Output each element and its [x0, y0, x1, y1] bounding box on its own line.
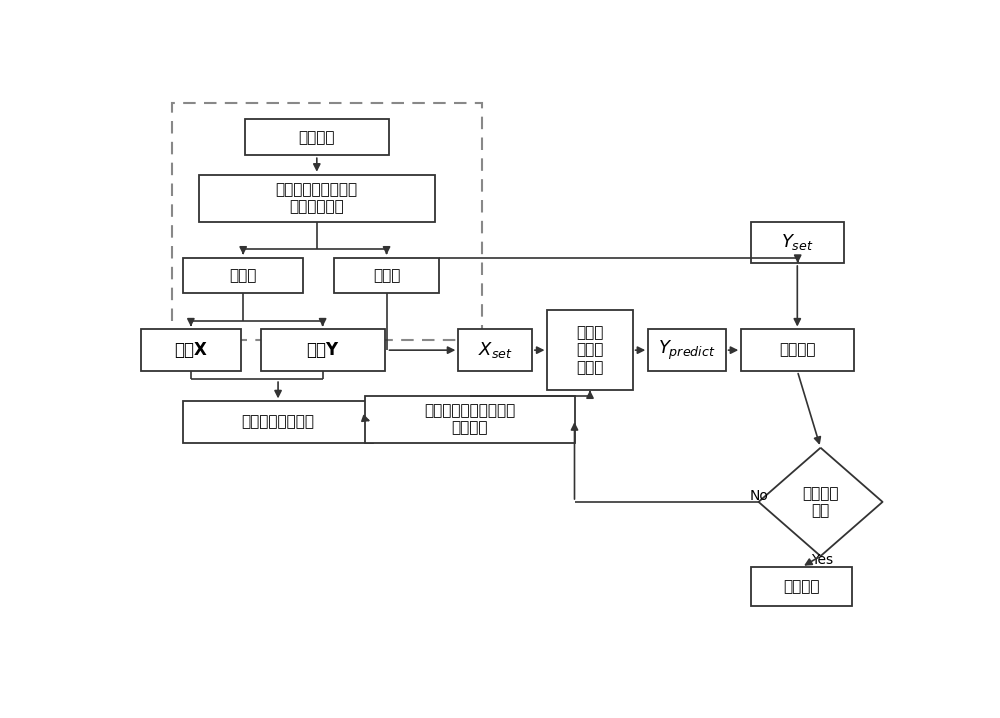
- Bar: [751, 222, 844, 263]
- Bar: [365, 396, 574, 443]
- Text: 输出Y: 输出Y: [307, 341, 339, 359]
- Text: $X_{set}$: $X_{set}$: [478, 340, 512, 360]
- Bar: [183, 258, 303, 294]
- Text: 标准模型: 标准模型: [783, 579, 820, 594]
- Text: 多元回归模型训练: 多元回归模型训练: [242, 414, 315, 429]
- Text: No: No: [750, 490, 768, 503]
- Text: $Y_{set}$: $Y_{set}$: [781, 233, 814, 252]
- Text: 光谱采集: 光谱采集: [299, 130, 335, 145]
- Text: 满足精度
要求: 满足精度 要求: [802, 485, 839, 518]
- Bar: [199, 174, 435, 222]
- Bar: [741, 330, 854, 371]
- Text: Yes: Yes: [811, 553, 834, 567]
- Text: 测试集: 测试集: [373, 268, 400, 283]
- Bar: [751, 567, 852, 606]
- Bar: [140, 330, 241, 371]
- Text: 训练的
多元回
归模型: 训练的 多元回 归模型: [576, 325, 604, 375]
- Text: 模型优化：参数优化，
函数选择: 模型优化：参数优化， 函数选择: [424, 403, 516, 435]
- Bar: [334, 258, 439, 294]
- Bar: [261, 330, 385, 371]
- Bar: [172, 103, 482, 340]
- Bar: [183, 401, 373, 443]
- Bar: [245, 119, 388, 155]
- Text: 光谱预处理：平均，
滤波，归一化: 光谱预处理：平均， 滤波，归一化: [276, 182, 358, 214]
- Text: 输入X: 输入X: [174, 341, 207, 359]
- Bar: [458, 330, 532, 371]
- Bar: [547, 310, 633, 391]
- Text: $Y_{predict}$: $Y_{predict}$: [658, 339, 716, 362]
- Bar: [648, 330, 726, 371]
- Text: 训练集: 训练集: [230, 268, 257, 283]
- Text: 模型评估: 模型评估: [779, 342, 816, 358]
